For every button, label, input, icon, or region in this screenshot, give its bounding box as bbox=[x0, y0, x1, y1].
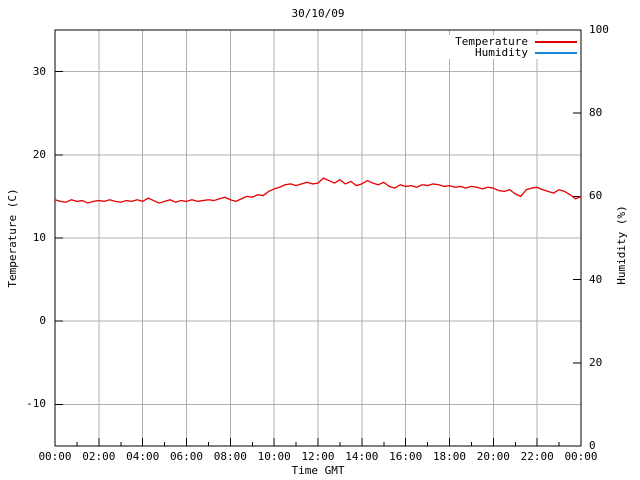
right-axis-label: Humidity (%) bbox=[615, 205, 628, 285]
y-left-tick-label: 30 bbox=[32, 64, 46, 78]
x-tick-label: 08:00 bbox=[213, 450, 247, 463]
x-tick-label: 20:00 bbox=[476, 450, 510, 463]
legend-item-humidity: Humidity bbox=[455, 46, 577, 59]
legend: Temperature Humidity bbox=[449, 35, 579, 59]
x-tick-label: 00:00 bbox=[38, 450, 72, 463]
y-right-tick-label: 80 bbox=[589, 106, 603, 120]
legend-label-humidity: Humidity bbox=[475, 46, 528, 59]
y-right-tick-label: 0 bbox=[589, 439, 596, 452]
y-left-tick-label: 20 bbox=[32, 147, 46, 161]
x-tick-label: 02:00 bbox=[82, 450, 116, 463]
y-left-tick-label: 0 bbox=[39, 314, 46, 328]
humidity-line-sample bbox=[535, 51, 577, 54]
y-right-tick-label: 40 bbox=[589, 272, 603, 286]
legend-item-temperature: Temperature bbox=[455, 35, 577, 48]
x-tick-label: 14:00 bbox=[345, 450, 379, 463]
y-left-tick-label: 10 bbox=[32, 231, 46, 244]
legend-label-temperature: Temperature bbox=[455, 35, 528, 48]
x-tick-label: 22:00 bbox=[520, 450, 554, 463]
y-right-tick-label: 100 bbox=[589, 23, 609, 36]
chart-title: 30/10/09 bbox=[291, 7, 345, 20]
y-left-tick-label: -10 bbox=[26, 397, 46, 411]
x-tick-label: 06:00 bbox=[169, 450, 204, 463]
temperature-line bbox=[54, 177, 582, 204]
x-tick-label: 00:00 bbox=[564, 450, 598, 463]
x-tick-label: 18:00 bbox=[432, 450, 467, 463]
x-tick-label: 10:00 bbox=[257, 450, 291, 463]
x-tick-label: 12:00 bbox=[301, 450, 335, 463]
temperature-line-sample bbox=[535, 40, 577, 43]
x-axis-label: Time GMT bbox=[291, 464, 345, 477]
y-right-tick-label: 20 bbox=[589, 355, 603, 369]
x-tick-label: 04:00 bbox=[126, 450, 160, 463]
x-tick-label: 16:00 bbox=[389, 450, 423, 463]
y-right-tick-label: 60 bbox=[589, 189, 603, 203]
